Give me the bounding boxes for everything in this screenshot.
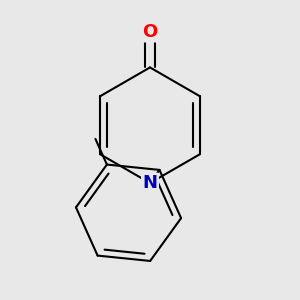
Text: O: O xyxy=(142,23,158,41)
Text: N: N xyxy=(142,174,158,192)
